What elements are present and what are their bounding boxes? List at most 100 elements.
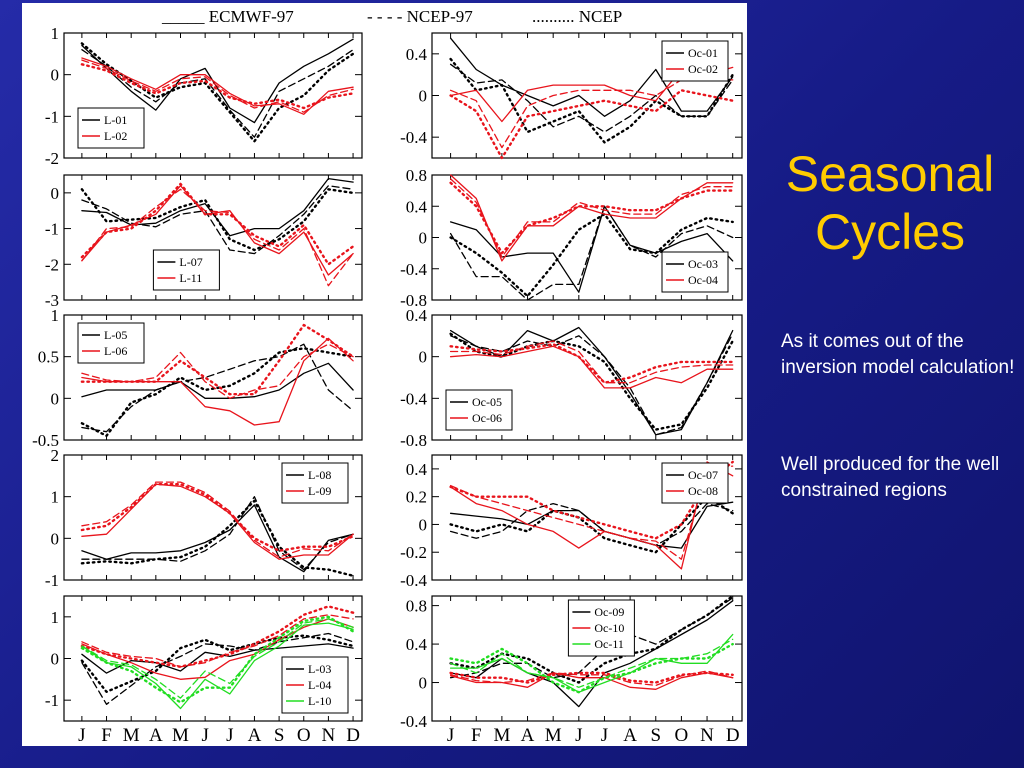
legend-box bbox=[661, 40, 729, 82]
y-tick-label: 0.5 bbox=[38, 348, 59, 367]
month-label: F bbox=[101, 725, 112, 746]
legend-label: Oc-09 bbox=[594, 605, 624, 619]
series-Oc-06-ECMWF-97 bbox=[449, 345, 734, 389]
series-L-09-ECMWF-97 bbox=[81, 483, 354, 560]
y-tick-label: -1 bbox=[45, 691, 59, 710]
panel-L-08-09: 2 1 0 -1 L-08 L-09 bbox=[45, 446, 363, 590]
y-tick-label: 0.2 bbox=[406, 488, 427, 507]
slide-title: Seasonal Cycles bbox=[762, 145, 1018, 261]
y-tick-label: 0 bbox=[419, 348, 428, 367]
panel-frame bbox=[431, 454, 743, 581]
month-label: F bbox=[471, 725, 482, 746]
legend-box bbox=[77, 322, 145, 364]
legend-label: Oc-08 bbox=[688, 484, 718, 498]
y-tick-label: -1 bbox=[45, 220, 59, 239]
legend-box bbox=[152, 249, 220, 291]
legend-box bbox=[445, 389, 513, 431]
series-L-03-ECMWF-97 bbox=[81, 643, 354, 674]
series-Oc-10-NCEP bbox=[449, 671, 734, 684]
series-L-02-NCEP bbox=[80, 63, 355, 110]
y-tick-label: 0 bbox=[51, 650, 60, 669]
series-Oc-03-NCEP bbox=[449, 212, 734, 298]
panel-frame bbox=[431, 314, 743, 441]
series-Oc-04-NCEP-97 bbox=[449, 178, 734, 258]
series-L-01-ECMWF-97 bbox=[81, 38, 354, 124]
series-Oc-02-NCEP bbox=[449, 89, 734, 160]
y-tick-label: -0.4 bbox=[400, 571, 427, 590]
y-tick-label: 1 bbox=[51, 24, 60, 43]
panel-legend: Oc-07 Oc-08 bbox=[661, 462, 729, 504]
series-L-04-ECMWF-97 bbox=[81, 618, 354, 680]
y-tick-label: 1 bbox=[51, 608, 60, 627]
legend-label: Oc-02 bbox=[688, 62, 718, 76]
legend-label: Oc-06 bbox=[472, 411, 502, 425]
series-L-01-NCEP-97 bbox=[81, 49, 354, 138]
y-tick-label: 0 bbox=[51, 66, 60, 85]
y-tick-label: 0.4 bbox=[406, 635, 428, 654]
month-label: A bbox=[149, 725, 163, 746]
legend-label: Oc-03 bbox=[688, 257, 718, 271]
legend-label: Oc-11 bbox=[594, 637, 624, 651]
panel-L-01-02: 1 0 -1 -2 L-01 L-02 bbox=[45, 24, 363, 168]
panel-frame bbox=[63, 174, 363, 301]
legend-label: Oc-10 bbox=[594, 621, 624, 635]
y-tick-label: -2 bbox=[45, 255, 59, 274]
legend-label: L-01 bbox=[104, 113, 127, 127]
series-Oc-04-NCEP bbox=[449, 181, 734, 255]
panel-frame bbox=[63, 32, 363, 159]
description-paragraph-2: Well produced for the well constrained r… bbox=[781, 454, 1000, 501]
y-tick-label: 0.4 bbox=[406, 45, 428, 64]
series-Oc-09-NCEP-97 bbox=[449, 597, 734, 679]
month-label: M bbox=[123, 725, 140, 746]
series-Oc-01-NCEP-97 bbox=[449, 63, 734, 133]
series-Oc-09-ECMWF-97 bbox=[449, 600, 734, 708]
legend-label: Oc-04 bbox=[688, 273, 718, 287]
month-label: J bbox=[226, 725, 233, 746]
legend-label: L-11 bbox=[179, 271, 202, 285]
series-Oc-01-NCEP bbox=[449, 57, 734, 144]
y-tick-label: -0.8 bbox=[400, 291, 427, 310]
panel-Oc-03-04: 0.8 0.4 0 -0.4 -0.8 Oc-03 Oc-04 bbox=[400, 166, 743, 310]
month-label: D bbox=[346, 725, 360, 746]
month-label: A bbox=[248, 725, 262, 746]
month-label: S bbox=[274, 725, 285, 746]
slide-title-line-2: Cycles bbox=[814, 204, 966, 260]
series-L-04-NCEP-97 bbox=[81, 614, 354, 668]
series-L-05-NCEP-97 bbox=[81, 343, 354, 433]
y-tick-label: -1 bbox=[45, 107, 59, 126]
series-Oc-03-ECMWF-97 bbox=[449, 205, 734, 293]
panel-legend: L-08 L-09 bbox=[281, 462, 349, 504]
y-tick-label: 0.4 bbox=[406, 460, 428, 479]
series-Oc-08-NCEP-97 bbox=[449, 465, 734, 560]
dataset-legend-entry: _____ ECMWF-97 bbox=[161, 7, 294, 26]
y-tick-label: -2 bbox=[45, 149, 59, 168]
legend-label: L-10 bbox=[308, 694, 331, 708]
legend-label: Oc-07 bbox=[688, 468, 718, 482]
panel-L-03-04-10: 1 0 -1 L-03 L-04 L-10 bbox=[45, 595, 363, 722]
series-Oc-05-NCEP-97 bbox=[449, 333, 734, 436]
panel-frame bbox=[63, 314, 363, 441]
description-paragraph-1: As it comes out of the inversion model c… bbox=[781, 331, 1015, 378]
panel-Oc-09-10-11: 0.8 0.4 0 -0.4 Oc-09 Oc-10 Oc-11 bbox=[400, 594, 743, 731]
month-label: J bbox=[447, 725, 454, 746]
month-label: J bbox=[201, 725, 208, 746]
y-tick-label: -0.4 bbox=[400, 712, 427, 731]
y-tick-label: 0.8 bbox=[406, 597, 427, 616]
series-L-08-NCEP-97 bbox=[81, 496, 354, 571]
series-Oc-11-ECMWF-97 bbox=[449, 633, 734, 693]
legend-box bbox=[281, 462, 349, 504]
legend-label: L-02 bbox=[104, 129, 127, 143]
month-label: O bbox=[297, 725, 311, 746]
series-Oc-07-NCEP bbox=[449, 495, 734, 554]
legend-label: L-05 bbox=[104, 328, 127, 342]
series-Oc-10-NCEP-97 bbox=[449, 670, 734, 687]
dataset-legend-entry: - - - - NCEP-97 bbox=[367, 7, 473, 26]
series-L-05-NCEP bbox=[80, 347, 355, 437]
y-tick-label: 2 bbox=[51, 446, 60, 465]
month-label: O bbox=[675, 725, 689, 746]
month-label: A bbox=[521, 725, 535, 746]
month-label: S bbox=[650, 725, 661, 746]
y-tick-label: 0 bbox=[51, 529, 60, 548]
month-label: N bbox=[322, 725, 336, 746]
